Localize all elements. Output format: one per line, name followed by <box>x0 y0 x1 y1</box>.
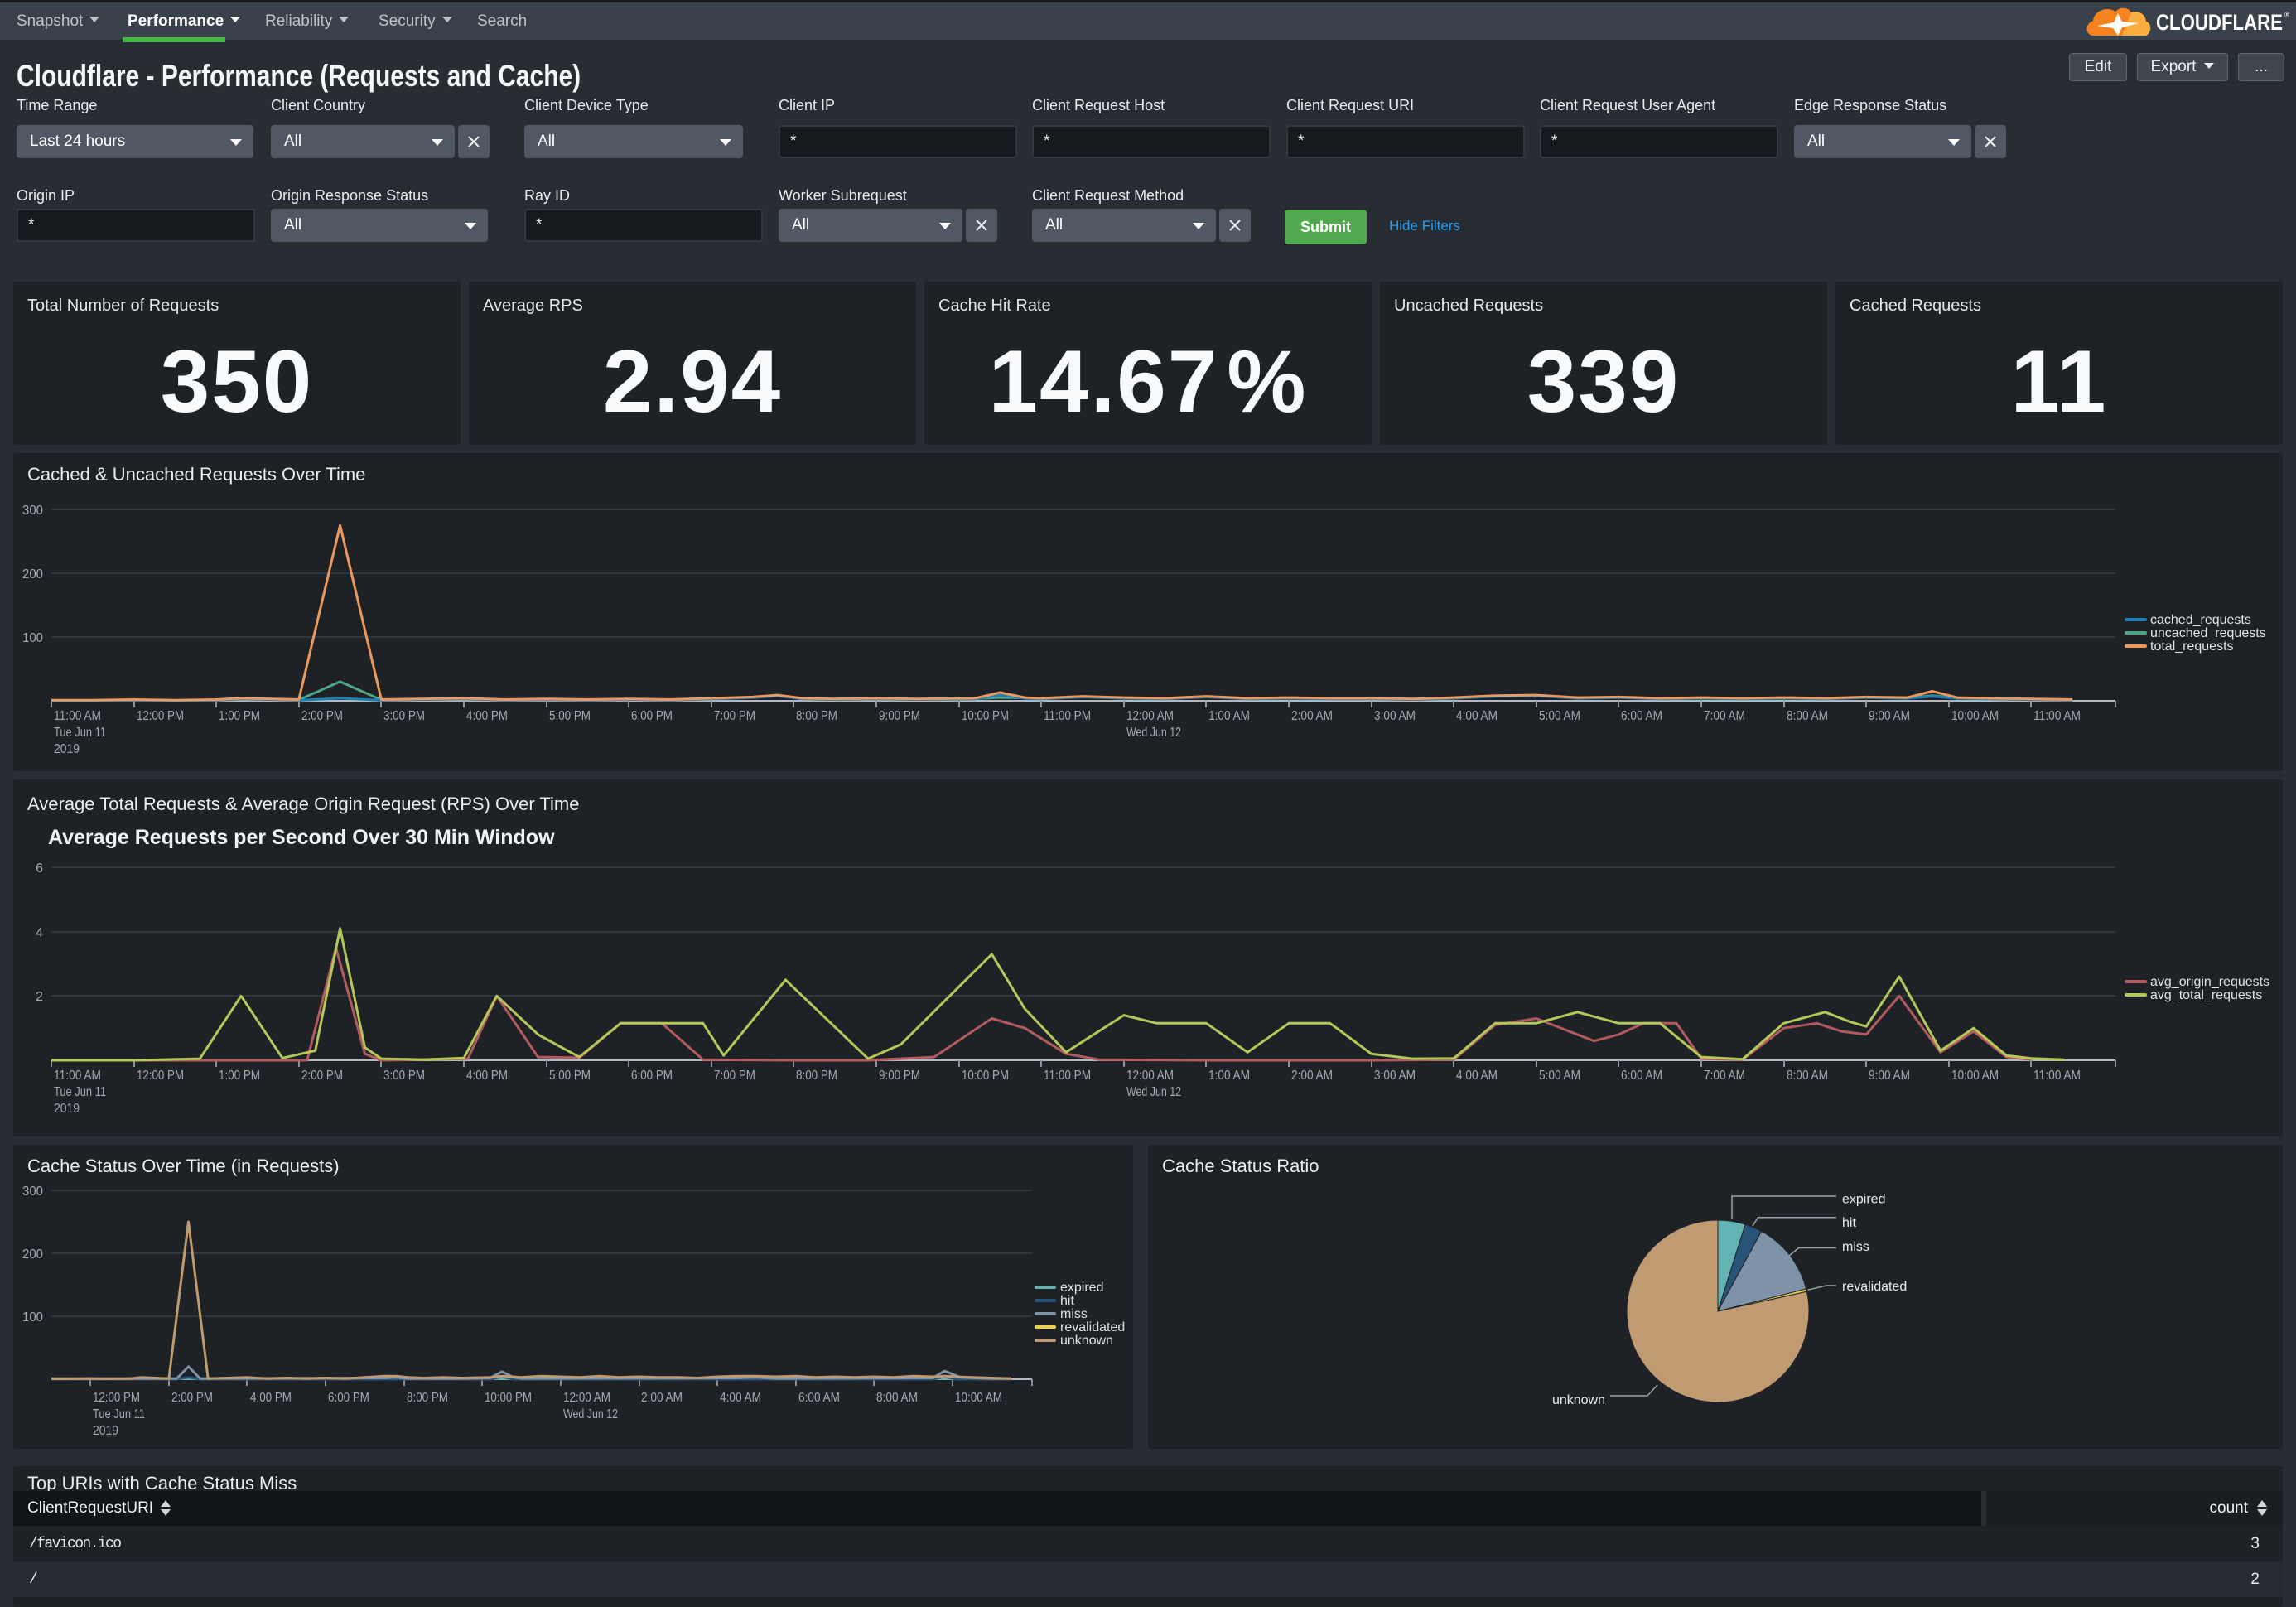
svg-text:®: ® <box>2284 11 2289 19</box>
svg-text:5:00 PM: 5:00 PM <box>549 1069 591 1083</box>
svg-text:1:00 PM: 1:00 PM <box>219 1069 260 1083</box>
svg-text:6: 6 <box>36 861 43 876</box>
svg-text:12:00 PM: 12:00 PM <box>137 1069 184 1083</box>
svg-text:2:00 AM: 2:00 AM <box>1291 709 1333 723</box>
svg-text:Wed Jun 12: Wed Jun 12 <box>1126 726 1181 740</box>
svg-text:hit: hit <box>1842 1216 1856 1230</box>
svg-text:200: 200 <box>22 567 43 582</box>
svg-text:expired: expired <box>1060 1281 1103 1295</box>
svg-text:4:00 PM: 4:00 PM <box>466 1069 508 1083</box>
svg-text:revalidated: revalidated <box>1060 1320 1125 1334</box>
svg-text:8:00 AM: 8:00 AM <box>1787 1069 1828 1083</box>
svg-text:2:00 PM: 2:00 PM <box>301 709 343 723</box>
svg-text:1:00 PM: 1:00 PM <box>219 709 260 723</box>
svg-text:unknown: unknown <box>1060 1334 1113 1348</box>
svg-text:11:00 AM: 11:00 AM <box>2033 1069 2081 1083</box>
svg-text:avg_total_requests: avg_total_requests <box>2150 988 2262 1002</box>
svg-text:8:00 PM: 8:00 PM <box>407 1391 448 1405</box>
svg-text:2:00 PM: 2:00 PM <box>171 1391 213 1405</box>
svg-text:100: 100 <box>22 631 43 645</box>
svg-text:4:00 PM: 4:00 PM <box>466 709 508 723</box>
svg-text:8:00 AM: 8:00 AM <box>1787 709 1828 723</box>
svg-text:2019: 2019 <box>93 1424 118 1438</box>
svg-text:10:00 AM: 10:00 AM <box>1951 709 1999 723</box>
svg-text:cached_requests: cached_requests <box>2150 613 2251 627</box>
svg-text:3:00 AM: 3:00 AM <box>1374 1069 1416 1083</box>
svg-text:11:00 AM: 11:00 AM <box>54 709 101 723</box>
svg-text:4:00 AM: 4:00 AM <box>1456 709 1498 723</box>
svg-text:2:00 PM: 2:00 PM <box>301 1069 343 1083</box>
svg-text:5:00 AM: 5:00 AM <box>1539 709 1580 723</box>
svg-text:expired: expired <box>1842 1193 1885 1207</box>
svg-text:4:00 PM: 4:00 PM <box>250 1391 292 1405</box>
svg-text:10:00 PM: 10:00 PM <box>962 1069 1009 1083</box>
svg-text:4:00 AM: 4:00 AM <box>720 1391 761 1405</box>
svg-text:4: 4 <box>36 926 43 940</box>
svg-text:11:00 AM: 11:00 AM <box>2033 709 2081 723</box>
svg-text:6:00 PM: 6:00 PM <box>631 1069 673 1083</box>
svg-text:CLOUDFLARE: CLOUDFLARE <box>2156 10 2283 35</box>
svg-text:3:00 PM: 3:00 PM <box>383 709 425 723</box>
svg-text:10:00 AM: 10:00 AM <box>955 1391 1002 1405</box>
svg-text:8:00 PM: 8:00 PM <box>796 709 837 723</box>
svg-text:3:00 AM: 3:00 AM <box>1374 709 1416 723</box>
svg-text:2:00 AM: 2:00 AM <box>641 1391 683 1405</box>
svg-text:9:00 PM: 9:00 PM <box>879 1069 920 1083</box>
svg-text:12:00 AM: 12:00 AM <box>563 1391 610 1405</box>
svg-text:Tue Jun 11: Tue Jun 11 <box>54 1085 106 1099</box>
svg-text:hit: hit <box>1060 1294 1074 1308</box>
svg-text:revalidated: revalidated <box>1842 1280 1907 1294</box>
svg-text:Wed Jun 12: Wed Jun 12 <box>563 1407 618 1421</box>
svg-text:11:00 PM: 11:00 PM <box>1044 709 1091 723</box>
svg-text:12:00 PM: 12:00 PM <box>137 709 184 723</box>
svg-text:10:00 PM: 10:00 PM <box>962 709 1009 723</box>
svg-text:2: 2 <box>36 990 43 1004</box>
svg-text:5:00 PM: 5:00 PM <box>549 709 591 723</box>
svg-text:11:00 AM: 11:00 AM <box>54 1069 101 1083</box>
svg-text:1:00 AM: 1:00 AM <box>1208 1069 1250 1083</box>
svg-text:11:00 PM: 11:00 PM <box>1044 1069 1091 1083</box>
svg-text:5:00 AM: 5:00 AM <box>1539 1069 1580 1083</box>
svg-text:6:00 AM: 6:00 AM <box>798 1391 840 1405</box>
svg-text:7:00 PM: 7:00 PM <box>714 1069 755 1083</box>
svg-text:6:00 AM: 6:00 AM <box>1621 709 1662 723</box>
svg-text:12:00 AM: 12:00 AM <box>1126 709 1174 723</box>
svg-text:2:00 AM: 2:00 AM <box>1291 1069 1333 1083</box>
svg-text:Tue Jun 11: Tue Jun 11 <box>54 726 106 740</box>
svg-text:2019: 2019 <box>54 1102 80 1116</box>
svg-text:300: 300 <box>22 504 43 518</box>
svg-text:unknown: unknown <box>1552 1393 1605 1407</box>
svg-text:uncached_requests: uncached_requests <box>2150 626 2266 640</box>
svg-text:7:00 AM: 7:00 AM <box>1704 1069 1745 1083</box>
svg-text:10:00 AM: 10:00 AM <box>1951 1069 1999 1083</box>
svg-text:3:00 PM: 3:00 PM <box>383 1069 425 1083</box>
svg-text:2019: 2019 <box>54 742 80 756</box>
svg-text:6:00 PM: 6:00 PM <box>328 1391 369 1405</box>
svg-text:miss: miss <box>1842 1240 1869 1254</box>
svg-text:7:00 PM: 7:00 PM <box>714 709 755 723</box>
svg-text:9:00 PM: 9:00 PM <box>879 709 920 723</box>
svg-text:8:00 AM: 8:00 AM <box>876 1391 918 1405</box>
svg-text:Tue Jun 11: Tue Jun 11 <box>93 1407 145 1421</box>
svg-text:8:00 PM: 8:00 PM <box>796 1069 837 1083</box>
svg-text:6:00 PM: 6:00 PM <box>631 709 673 723</box>
svg-text:1:00 AM: 1:00 AM <box>1208 709 1250 723</box>
svg-text:6:00 AM: 6:00 AM <box>1621 1069 1662 1083</box>
svg-text:avg_origin_requests: avg_origin_requests <box>2150 975 2269 989</box>
svg-text:Wed Jun 12: Wed Jun 12 <box>1126 1085 1181 1099</box>
svg-text:miss: miss <box>1060 1307 1088 1321</box>
svg-text:12:00 PM: 12:00 PM <box>93 1391 140 1405</box>
svg-text:9:00 AM: 9:00 AM <box>1869 1069 1910 1083</box>
svg-text:12:00 AM: 12:00 AM <box>1126 1069 1174 1083</box>
svg-text:10:00 PM: 10:00 PM <box>485 1391 532 1405</box>
svg-text:100: 100 <box>22 1310 43 1325</box>
svg-text:4:00 AM: 4:00 AM <box>1456 1069 1498 1083</box>
svg-text:total_requests: total_requests <box>2150 639 2234 654</box>
svg-text:9:00 AM: 9:00 AM <box>1869 709 1910 723</box>
svg-text:200: 200 <box>22 1247 43 1262</box>
svg-text:7:00 AM: 7:00 AM <box>1704 709 1745 723</box>
svg-text:300: 300 <box>22 1185 43 1199</box>
